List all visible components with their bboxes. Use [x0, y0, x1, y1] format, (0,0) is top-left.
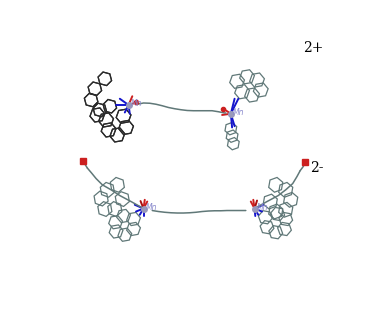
Text: Mn: Mn [131, 99, 142, 108]
Text: 2-: 2- [310, 161, 323, 175]
Text: Mn: Mn [256, 203, 268, 212]
Text: Mn: Mn [145, 203, 157, 212]
Text: 2+: 2+ [303, 41, 323, 55]
Text: Mn: Mn [233, 108, 244, 117]
